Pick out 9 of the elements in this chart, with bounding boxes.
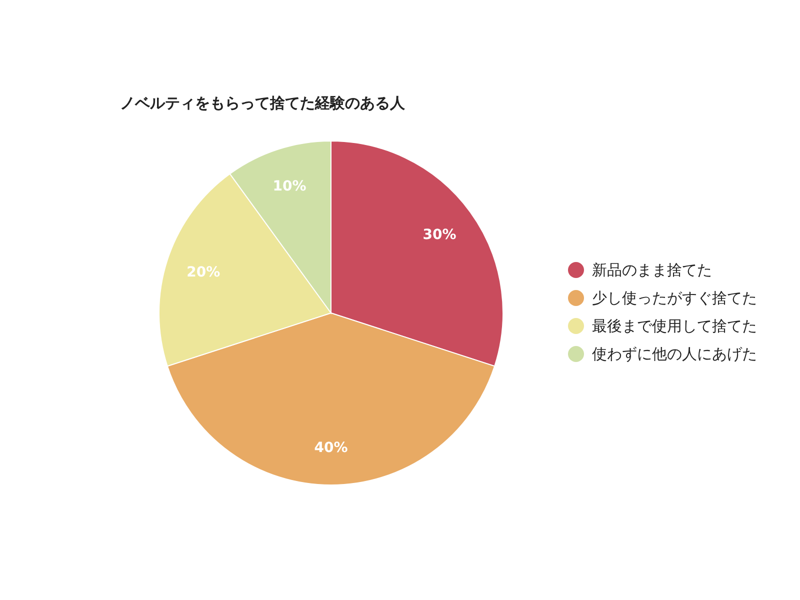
legend-label: 少し使ったがすぐ捨てた [592, 289, 757, 307]
data-label: 40% [314, 440, 348, 456]
legend-label: 最後まで使用して捨てた [592, 317, 757, 335]
legend-label: 新品のまま捨てた [592, 261, 712, 279]
data-label: 10% [272, 178, 306, 194]
chart-title: ノベルティをもらって捨てた経験のある人 [120, 94, 406, 112]
data-label: 20% [186, 264, 220, 281]
legend-label: 使わずに他の人にあげた [592, 345, 757, 363]
data-label: 30% [422, 227, 456, 244]
